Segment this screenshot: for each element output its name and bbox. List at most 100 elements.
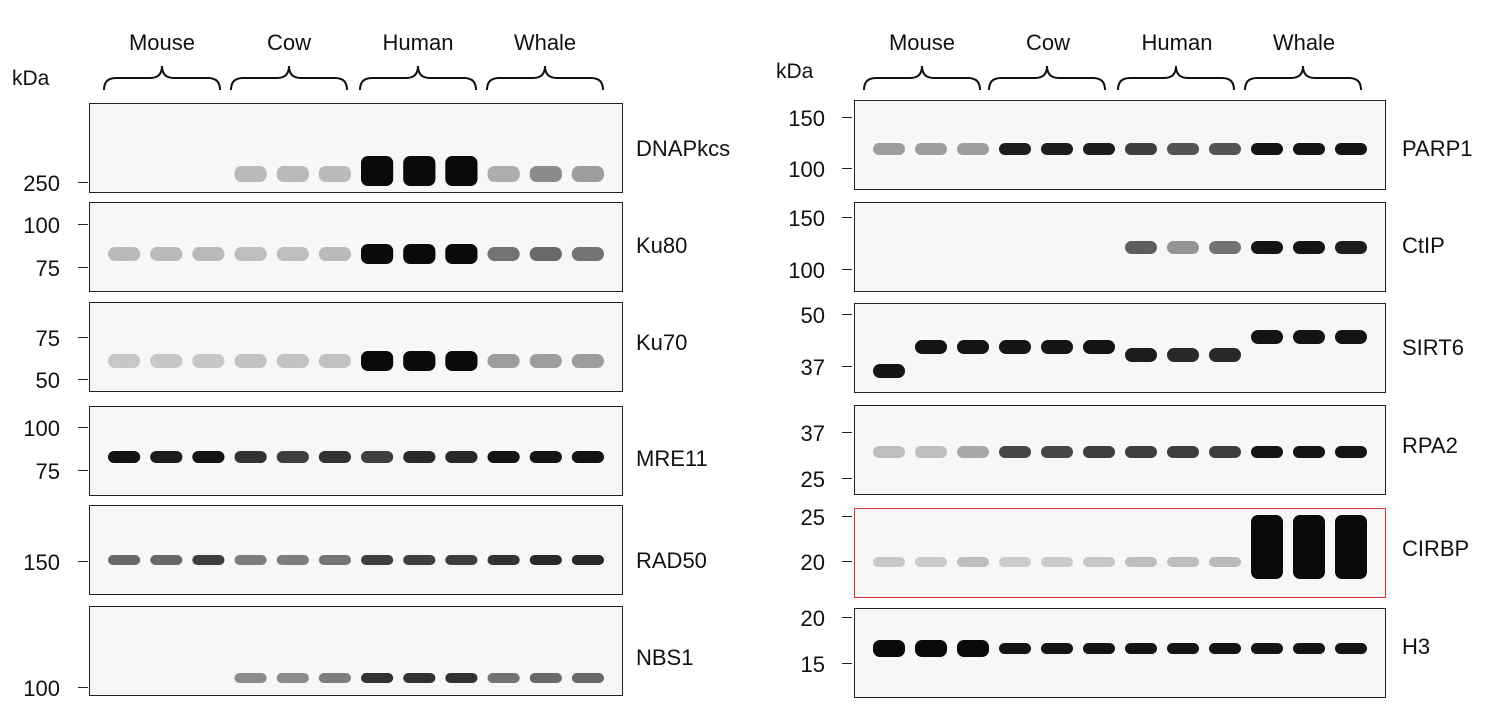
band-ku80-lane-9 — [445, 244, 478, 264]
band-mre11-lane-10 — [487, 451, 520, 463]
band-ku80-lane-1 — [108, 247, 141, 261]
protein-label-ctip: CtIP — [1402, 233, 1445, 258]
band-nbs1-lane-8 — [403, 673, 436, 683]
band-parp1-lane-12 — [1335, 143, 1367, 155]
species-braces — [863, 65, 1362, 91]
band-cirbp-lane-4 — [999, 557, 1031, 567]
blot-dnapkcs — [89, 103, 623, 193]
band-nbs1-lane-11 — [529, 673, 562, 683]
blot-nbs1 — [89, 606, 623, 696]
blot-h3 — [854, 608, 1386, 698]
band-mre11-lane-2 — [150, 451, 183, 463]
kda-unit-label: kDa — [776, 60, 814, 83]
mw-tick-mark — [78, 561, 88, 562]
band-h3-lane-6 — [1083, 643, 1115, 654]
species-label-mouse: Mouse — [128, 30, 196, 55]
blot-rpa2 — [854, 405, 1386, 495]
band-rpa2-lane-10 — [1251, 446, 1283, 458]
mw-tick-label: 25 — [800, 467, 825, 492]
band-rpa2-lane-2 — [915, 446, 947, 458]
blot-ku80 — [89, 202, 623, 292]
band-h3-lane-5 — [1041, 643, 1073, 654]
band-rad50-lane-10 — [487, 555, 520, 565]
band-ku70-lane-3 — [192, 354, 225, 368]
mw-tick-label: 75 — [35, 256, 60, 281]
band-ctip-lane-12 — [1335, 241, 1367, 254]
band-ku70-lane-6 — [318, 354, 351, 368]
band-parp1-lane-2 — [915, 143, 947, 155]
band-sirt6-lane-6 — [1083, 340, 1115, 354]
species-label-mouse: Mouse — [888, 30, 956, 55]
band-ku70-lane-1 — [108, 354, 141, 368]
mw-tick-label: 20 — [800, 550, 825, 575]
band-sirt6-lane-11 — [1293, 330, 1325, 344]
mw-tick-label: 100 — [23, 416, 60, 441]
band-cirbp-lane-8 — [1167, 557, 1199, 567]
band-rpa2-lane-9 — [1209, 446, 1241, 458]
bands-ku80 — [108, 244, 604, 264]
band-nbs1-lane-10 — [487, 673, 520, 683]
mw-tick-label: 100 — [23, 213, 60, 238]
brace-mouse — [103, 65, 221, 91]
protein-label-parp1: PARP1 — [1402, 136, 1473, 161]
band-dnapkcs-lane-4 — [234, 166, 267, 182]
brace-cow — [230, 65, 348, 91]
band-h3-lane-1 — [873, 640, 905, 657]
band-cirbp-lane-5 — [1041, 557, 1073, 567]
protein-label-rpa2: RPA2 — [1402, 433, 1458, 458]
band-mre11-lane-1 — [108, 451, 141, 463]
bands-rpa2 — [873, 446, 1367, 458]
mw-tick-label: 20 — [800, 606, 825, 631]
band-nbs1-lane-12 — [571, 673, 604, 683]
band-ctip-lane-9 — [1209, 241, 1241, 254]
band-parp1-lane-5 — [1041, 143, 1073, 155]
band-ku70-lane-4 — [234, 354, 267, 368]
band-dnapkcs-lane-10 — [487, 166, 520, 182]
band-sirt6-lane-8 — [1167, 348, 1199, 362]
band-ku80-lane-7 — [361, 244, 394, 264]
band-sirt6-lane-9 — [1209, 348, 1241, 362]
band-sirt6-lane-12 — [1335, 330, 1367, 344]
band-h3-lane-3 — [957, 640, 989, 657]
band-rad50-lane-9 — [445, 555, 478, 565]
blot-mre11 — [89, 406, 623, 496]
band-cirbp-lane-12 — [1335, 515, 1367, 579]
band-ku80-lane-10 — [487, 247, 520, 261]
mw-tick-label: 100 — [788, 258, 825, 283]
band-mre11-lane-7 — [361, 451, 394, 463]
species-label-human: Human — [382, 30, 454, 55]
band-ctip-lane-7 — [1125, 241, 1157, 254]
bands-ctip — [1125, 241, 1367, 254]
band-rpa2-lane-6 — [1083, 446, 1115, 458]
band-sirt6-lane-3 — [957, 340, 989, 354]
band-dnapkcs-lane-5 — [276, 166, 309, 182]
band-mre11-lane-3 — [192, 451, 225, 463]
band-rad50-lane-7 — [361, 555, 394, 565]
band-rad50-lane-6 — [318, 555, 351, 565]
blot-cirbp — [854, 508, 1386, 598]
band-mre11-lane-6 — [318, 451, 351, 463]
brace-human — [359, 65, 477, 91]
band-mre11-lane-9 — [445, 451, 478, 463]
kda-unit-label: kDa — [12, 67, 50, 90]
mw-tick-mark — [78, 687, 88, 688]
band-dnapkcs-lane-7 — [361, 156, 394, 186]
band-ku70-lane-9 — [445, 351, 478, 371]
mw-tick-mark — [78, 427, 88, 428]
band-parp1-lane-11 — [1293, 143, 1325, 155]
band-cirbp-lane-3 — [957, 557, 989, 567]
mw-tick-label: 25 — [800, 505, 825, 530]
band-mre11-lane-5 — [276, 451, 309, 463]
brace-whale — [1244, 65, 1362, 91]
protein-label-nbs1: NBS1 — [636, 645, 694, 670]
brace-whale — [486, 65, 604, 91]
band-nbs1-lane-9 — [445, 673, 478, 683]
mw-tick-label: 150 — [788, 206, 825, 231]
band-parp1-lane-3 — [957, 143, 989, 155]
brace-cow — [988, 65, 1106, 91]
band-sirt6-lane-7 — [1125, 348, 1157, 362]
band-rpa2-lane-3 — [957, 446, 989, 458]
band-h3-lane-2 — [915, 640, 947, 657]
band-rad50-lane-4 — [234, 555, 267, 565]
mw-tick-mark — [842, 617, 852, 618]
